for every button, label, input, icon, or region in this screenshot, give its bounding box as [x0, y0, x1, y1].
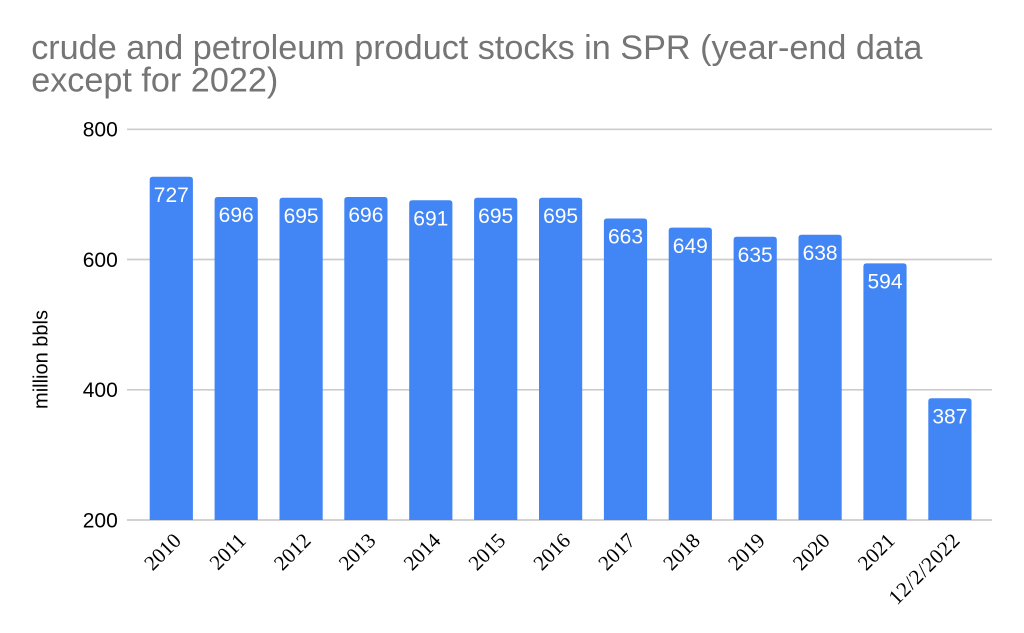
svg-text:400: 400	[83, 379, 118, 402]
svg-text:663: 663	[608, 226, 643, 249]
svg-text:695: 695	[478, 205, 513, 228]
svg-text:696: 696	[348, 204, 383, 227]
svg-text:except for 2022): except for 2022)	[31, 62, 278, 100]
svg-text:635: 635	[738, 244, 773, 267]
svg-text:594: 594	[867, 271, 902, 294]
svg-text:800: 800	[83, 119, 118, 142]
svg-text:727: 727	[154, 184, 189, 207]
svg-text:695: 695	[543, 205, 578, 228]
svg-text:695: 695	[284, 205, 319, 228]
svg-text:600: 600	[83, 249, 118, 272]
svg-text:638: 638	[803, 242, 838, 265]
svg-text:387: 387	[932, 405, 967, 428]
svg-text:691: 691	[413, 208, 448, 231]
svg-text:200: 200	[83, 509, 118, 532]
svg-text:million bbls: million bbls	[31, 310, 53, 409]
svg-text:696: 696	[219, 204, 254, 227]
svg-text:crude and petroleum product st: crude and petroleum product stocks in SP…	[31, 29, 923, 67]
svg-text:649: 649	[673, 235, 708, 258]
